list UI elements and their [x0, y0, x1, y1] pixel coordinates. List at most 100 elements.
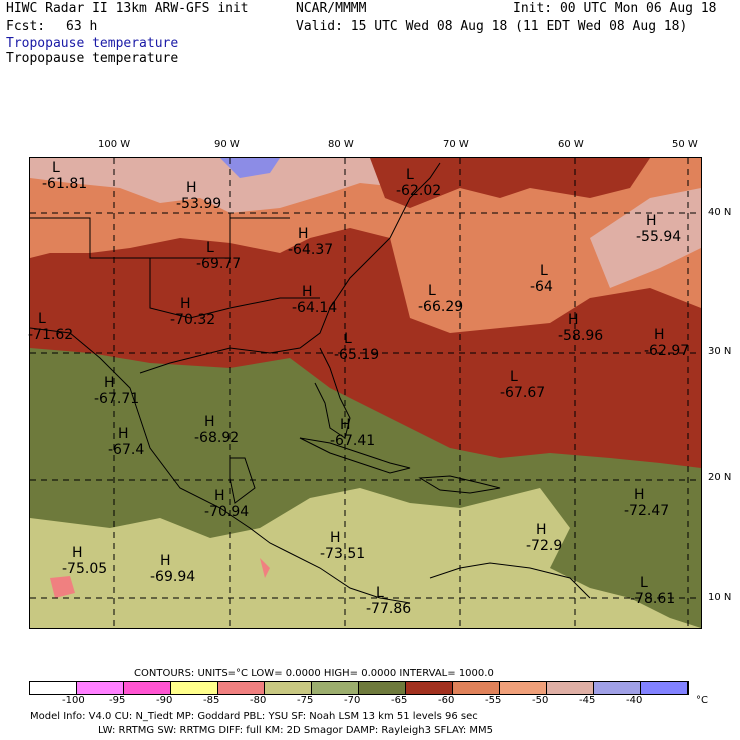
lon-label-50w: 50 W: [672, 139, 698, 150]
pressure-center-letter: H: [72, 545, 83, 561]
temperature-field: [30, 158, 701, 628]
pressure-center-letter: H: [646, 213, 657, 229]
color-scale-tick-label: -100: [62, 695, 85, 706]
pressure-center-letter: L: [206, 240, 214, 256]
color-scale-tick-label: -50: [532, 695, 549, 706]
pressure-center-value: -68.92: [194, 430, 240, 446]
color-scale-tick-label: -65: [391, 695, 408, 706]
pressure-center-letter: H: [302, 284, 313, 300]
lat-label-10n: 10 N: [708, 592, 732, 603]
lon-label-90w: 90 W: [214, 139, 240, 150]
pressure-center-letter: L: [376, 585, 384, 601]
color-scale-swatch: [500, 682, 547, 694]
model-title: HIWC Radar II 13km ARW-GFS init: [6, 1, 249, 16]
pressure-center-letter: L: [510, 369, 518, 385]
field-name-black: Tropopause temperature: [6, 51, 179, 66]
pressure-center-value: -61.81: [42, 176, 88, 192]
pressure-center-value: -64: [530, 279, 553, 295]
pressure-center-value: -62.02: [396, 183, 442, 199]
color-scale-tick-label: -40: [626, 695, 643, 706]
color-scale-swatch: [641, 682, 688, 694]
color-scale-tick-label: -90: [156, 695, 173, 706]
pressure-center-letter: H: [654, 327, 665, 343]
pressure-center-value: -58.96: [558, 328, 604, 344]
pressure-center-letter: L: [640, 575, 648, 591]
pressure-center-letter: L: [52, 160, 60, 176]
pressure-center-letter: L: [428, 283, 436, 299]
color-scale-tick-label: -85: [203, 695, 220, 706]
color-scale-swatch: [265, 682, 312, 694]
color-scale-swatch: [359, 682, 406, 694]
pressure-center-letter: H: [118, 426, 129, 442]
pressure-center-value: -64.37: [288, 242, 334, 258]
color-scale-swatch: [406, 682, 453, 694]
contours-info: CONTOURS: UNITS=°C LOW= 0.0000 HIGH= 0.0…: [134, 668, 494, 679]
color-scale-tick-label: -60: [438, 695, 455, 706]
pressure-center-letter: H: [536, 522, 547, 538]
color-scale-swatch: [218, 682, 265, 694]
pressure-center-value: -55.94: [636, 229, 682, 245]
lon-label-80w: 80 W: [328, 139, 354, 150]
color-scale-swatch: [30, 682, 77, 694]
pressure-center-letter: H: [204, 414, 215, 430]
pressure-center-letter: L: [406, 167, 414, 183]
lon-label-60w: 60 W: [558, 139, 584, 150]
pressure-center-value: -69.94: [150, 569, 196, 585]
valid-time: Valid: 15 UTC Wed 08 Aug 18 (11 EDT Wed …: [296, 19, 688, 34]
source-label: NCAR/MMMM: [296, 1, 367, 16]
init-time: Init: 00 UTC Mon 06 Aug 18: [513, 1, 717, 16]
lat-label-30n: 30 N: [708, 346, 732, 357]
color-scale-swatch: [77, 682, 124, 694]
pressure-center-value: -77.86: [366, 601, 412, 617]
lat-label-40n: 40 N: [708, 207, 732, 218]
pressure-center-value: -69.77: [196, 256, 242, 272]
pressure-center-value: -53.99: [176, 196, 222, 212]
pressure-center-letter: H: [340, 417, 351, 433]
color-scale-tick-label: -70: [344, 695, 361, 706]
color-scale-tick-label: -80: [250, 695, 267, 706]
pressure-center-value: -62.97: [644, 343, 690, 359]
pressure-center-value: -65.19: [334, 347, 380, 363]
model-info-line2: LW: RRTMG SW: RRTMG DIFF: full KM: 2D Sm…: [98, 725, 494, 736]
pressure-center-letter: H: [104, 375, 115, 391]
pressure-center-value: -67.41: [330, 433, 376, 449]
pressure-center-value: -64.14: [292, 300, 338, 316]
pressure-center-letter: H: [330, 530, 341, 546]
pressure-center-value: -66.29: [418, 299, 464, 315]
model-info-line1: Model Info: V4.0 CU: N_Tiedt MP: Goddard…: [30, 711, 478, 722]
color-scale-tick-label: -95: [109, 695, 126, 706]
color-scale-swatch: [312, 682, 359, 694]
pressure-center-value: -73.51: [320, 546, 366, 562]
pressure-center-letter: H: [186, 180, 197, 196]
color-scale-swatch: [594, 682, 641, 694]
color-scale-tick-label: -45: [579, 695, 596, 706]
lon-label-70w: 70 W: [443, 139, 469, 150]
pressure-center-letter: H: [634, 487, 645, 503]
map-panel: [29, 157, 702, 629]
color-scale-swatch: [171, 682, 218, 694]
pressure-center-letter: L: [38, 311, 46, 327]
color-scale-tick-label: -55: [485, 695, 502, 706]
pressure-center-value: -72.9: [526, 538, 563, 554]
pressure-center-letter: H: [160, 553, 171, 569]
color-scale-tick-label: -75: [297, 695, 314, 706]
field-name-blue: Tropopause temperature: [6, 36, 179, 51]
pressure-center-value: -71.62: [28, 327, 74, 343]
pressure-center-value: -70.94: [204, 504, 250, 520]
forecast-hours: 63 h: [66, 19, 98, 34]
pressure-center-value: -70.32: [170, 312, 216, 328]
color-scale-swatch: [124, 682, 171, 694]
pressure-center-value: -67.71: [94, 391, 140, 407]
pressure-center-letter: H: [180, 296, 191, 312]
pressure-center-value: -67.67: [500, 385, 546, 401]
pressure-center-letter: H: [214, 488, 225, 504]
pressure-center-letter: L: [540, 263, 548, 279]
color-scale-swatch: [547, 682, 594, 694]
pressure-center-value: -78.61: [630, 591, 676, 607]
color-scale-unit: °C: [696, 695, 708, 706]
pressure-center-value: -67.4: [108, 442, 145, 458]
lat-label-20n: 20 N: [708, 472, 732, 483]
color-scale-swatch: [453, 682, 500, 694]
pressure-center-letter: H: [568, 312, 579, 328]
color-scale-bar: [29, 681, 689, 695]
